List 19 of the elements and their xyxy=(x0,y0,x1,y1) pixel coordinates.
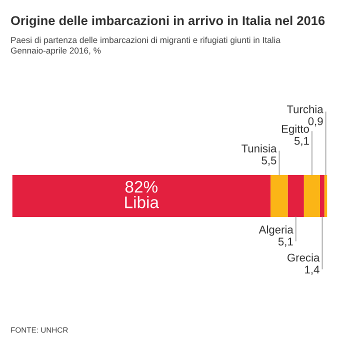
series-label: Algeria xyxy=(258,225,294,236)
data-label: 0,9 xyxy=(308,117,323,127)
data-label: 1,4 xyxy=(305,266,320,275)
text: Turchia xyxy=(286,105,324,114)
data-label: 5,1 xyxy=(278,238,293,247)
bar xyxy=(304,175,320,217)
bar xyxy=(270,175,288,217)
bar xyxy=(320,175,324,217)
text: Egitto xyxy=(282,124,309,136)
chart-subtitle: Paesi di partenza delle imbarcazioni di migranti e rifugiati giunti in Italia Gennaio-aprile 2016, % xyxy=(10,36,280,56)
series-label: Libia xyxy=(125,196,160,208)
chart-title: Origine delle imbarcazioni in arrivo in Italia nel 2016 xyxy=(11,16,325,28)
text: Tunisia xyxy=(242,144,277,152)
data-label: 5,5 xyxy=(262,156,276,166)
data-label: 5,1 xyxy=(294,137,309,146)
bar xyxy=(12,175,271,217)
text: Grecia xyxy=(288,253,320,262)
data-label: 82% xyxy=(125,180,158,193)
bar xyxy=(288,175,304,217)
